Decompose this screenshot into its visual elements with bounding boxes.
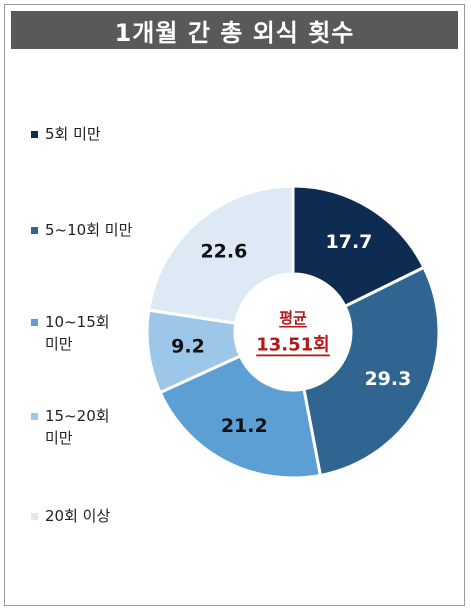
chart-frame: 1개월 간 총 외식 횟수 5회 미만 5~10회 미만 10~15회 미만 15~2…: [4, 4, 465, 606]
center-average-label: 평균: [279, 309, 307, 327]
legend-swatch: [31, 513, 38, 520]
legend-label: 5~10회 미만: [45, 221, 133, 239]
legend-label: 5회 미만: [45, 125, 101, 143]
legend-item: 5회 미만: [31, 123, 101, 145]
slice-value-label: 17.7: [326, 231, 373, 253]
legend-swatch: [31, 413, 38, 420]
legend-item: 10~15회 미만: [31, 311, 110, 355]
legend-item: 5~10회 미만: [31, 219, 132, 241]
donut-slice: [302, 265, 441, 478]
legend-label: 10~15회 미만: [45, 313, 110, 353]
legend-label: 20회 이상: [45, 507, 111, 525]
center-average-value: 13.51회: [256, 335, 330, 356]
slice-value-label: 9.2: [171, 336, 205, 358]
legend-swatch: [31, 319, 38, 326]
slice-value-label: 21.2: [221, 415, 268, 437]
legend-swatch: [31, 227, 38, 234]
slice-value-label: 29.3: [364, 368, 411, 390]
donut-slice: [291, 184, 426, 309]
legend-label: 15~20회 미만: [45, 407, 110, 447]
legend-swatch: [31, 131, 38, 138]
chart-title: 1개월 간 총 외식 횟수: [11, 11, 458, 49]
donut-slice: [158, 354, 323, 480]
donut-chart: 17.7 29.3 21.2 9.2 22.6 평균 13.51회: [145, 184, 441, 480]
legend-item: 20회 이상: [31, 505, 110, 527]
donut-slice: [146, 184, 295, 325]
slice-value-label: 22.6: [200, 241, 247, 263]
legend-item: 15~20회 미만: [31, 405, 110, 449]
